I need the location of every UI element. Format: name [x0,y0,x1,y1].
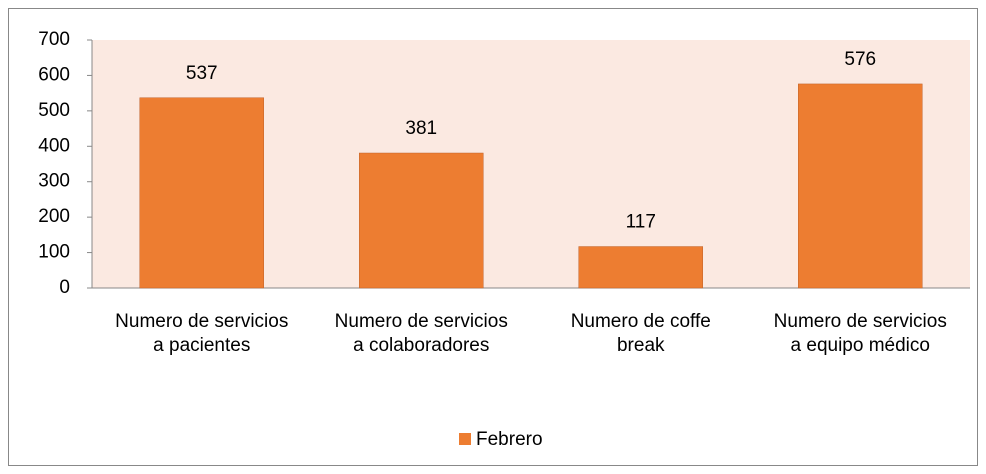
y-tick-label: 0 [59,277,70,298]
y-tick-label: 200 [38,206,70,227]
data-label: 576 [844,49,876,70]
data-label: 117 [626,212,656,233]
y-tick-label: 300 [38,171,70,192]
legend-label: Febrero [476,429,543,450]
y-tick-label: 100 [38,242,70,263]
bar [578,246,703,289]
x-tick-label: Numero de servicios a equipo médico [773,311,947,356]
data-label: 537 [186,63,218,84]
y-tick-label: 600 [38,64,70,85]
y-tick-label: 500 [38,100,70,121]
data-label: 381 [405,118,437,139]
x-tick-label: Numero de servicios a colaboradores [334,311,508,356]
x-tick-label: Numero de coffe break [570,311,711,356]
y-tick-label: 700 [38,29,70,50]
bar [139,97,264,289]
bar [359,152,484,289]
y-tick-label: 400 [38,135,70,156]
bar [798,83,923,289]
x-tick-label: Numero de servicios a pacientes [115,311,289,356]
legend-swatch [459,433,471,445]
